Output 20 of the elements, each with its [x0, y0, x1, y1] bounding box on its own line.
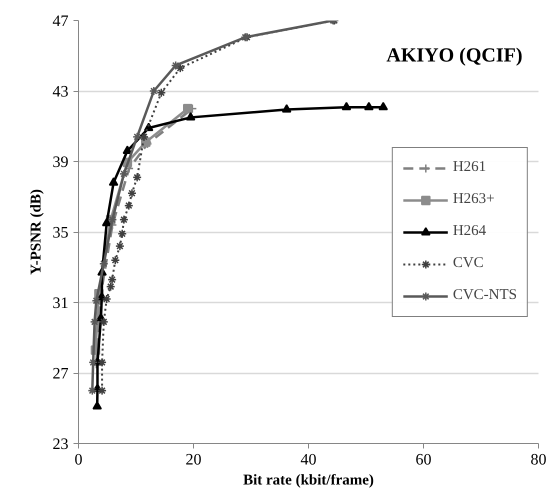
x-tick-label: 40	[300, 452, 316, 468]
x-tick-label: 0	[74, 452, 82, 468]
legend-label: CVC-NTS	[452, 287, 517, 304]
x-tick-label: 20	[186, 452, 202, 468]
x-tick-label: 80	[530, 452, 546, 468]
x-axis-title: Bit rate (kbit/frame)	[243, 472, 374, 488]
y-axis-title: Y-PSNR (dB)	[28, 189, 44, 275]
legend-label: H264	[452, 223, 486, 240]
y-tick-label: 23	[52, 436, 68, 453]
y-tick-label: 35	[52, 224, 68, 242]
y-tick-label: 39	[52, 154, 68, 171]
text: AKIYO (QCIF)	[386, 44, 523, 66]
legend-label: CVC	[452, 255, 484, 272]
y-tick-label: 31	[52, 295, 68, 312]
x-tick-label: 60	[416, 452, 432, 468]
legend-label: H261	[452, 159, 486, 176]
legend-label: H263+	[452, 191, 495, 208]
y-tick-label: 47	[52, 13, 68, 30]
y-tick-label: 27	[52, 366, 68, 382]
y-tick-label: 43	[52, 84, 68, 100]
